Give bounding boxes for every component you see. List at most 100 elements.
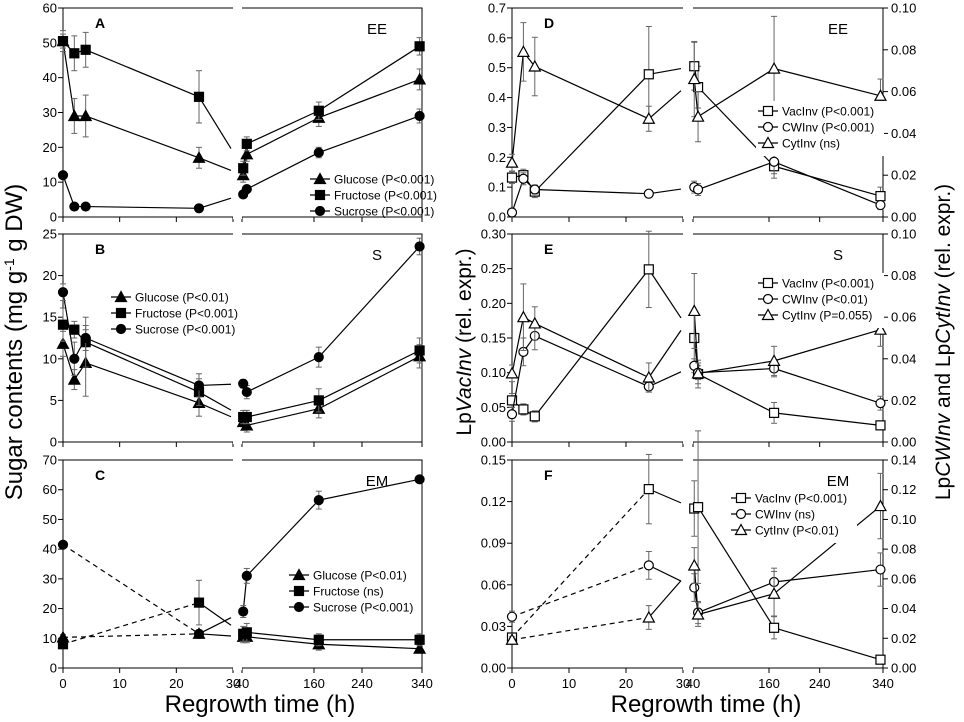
y-tick-label: 0.6: [488, 30, 506, 45]
series-line: [246, 636, 319, 645]
x-tick-label: 10: [112, 676, 126, 691]
data-point: [643, 484, 654, 495]
data-point: [238, 163, 249, 174]
series-line: [198, 402, 232, 418]
data-point: [313, 634, 324, 645]
data-point: [414, 41, 425, 52]
y2-tick-label: 0.04: [891, 601, 916, 616]
series-line: [511, 564, 650, 618]
series-line: [246, 356, 320, 393]
series-line: [85, 49, 200, 98]
x-tick-label: 340: [411, 676, 433, 691]
legend-label: Sucrose (P<0.001): [135, 323, 235, 337]
series-line: [198, 157, 232, 171]
series-line: [318, 115, 420, 154]
y-tick-label: 0.20: [481, 296, 506, 311]
series-line: [246, 631, 319, 641]
data-point: [516, 310, 530, 323]
y-tick-label: 0.06: [481, 577, 506, 592]
x-tick-label: 240: [351, 676, 373, 691]
y-tick-label: 0: [50, 435, 57, 450]
series-line: [85, 362, 200, 404]
y-tick-label: 20: [43, 601, 57, 616]
panel-tag: EE: [828, 21, 848, 38]
y2-tick-label: 0.08: [891, 542, 916, 557]
y2-tick-label: 0.14: [891, 453, 916, 468]
series-line: [693, 565, 699, 615]
legend-label: CWInv (P<0.01): [782, 293, 868, 307]
data-point: [875, 420, 886, 431]
series-line: [198, 602, 232, 626]
series-line: [773, 329, 881, 362]
legend-label: VacInv (P<0.001): [755, 492, 847, 506]
data-point: [687, 72, 701, 85]
data-point: [642, 112, 656, 124]
data-point: [69, 353, 80, 364]
data-point: [642, 610, 656, 623]
series-line: [693, 78, 699, 117]
legend-marker: [762, 293, 774, 305]
axis-break-bottom: [683, 440, 693, 444]
series-line: [697, 161, 775, 191]
data-point: [505, 366, 519, 379]
y-tick-label: 0.15: [481, 453, 506, 468]
data-point: [193, 91, 205, 102]
legend: Glucose (P<0.01) Fructose (P<0.001) Sucros…: [111, 290, 238, 337]
y-tick-label: 0.00: [481, 661, 506, 676]
y-tick-label: 0.25: [481, 261, 506, 276]
legend-marker: [762, 121, 774, 133]
data-point: [643, 188, 654, 199]
data-point: [193, 380, 205, 391]
data-point: [875, 199, 886, 211]
legend-label: Fructose (P<0.001): [334, 189, 437, 203]
panel-tag: EE: [367, 21, 387, 38]
series-line: [318, 478, 420, 501]
data-point: [241, 386, 252, 398]
legend-marker: [115, 307, 127, 319]
y-tick-label: 40: [43, 70, 57, 85]
series-line: [246, 399, 319, 418]
y-tick-label: 0.00: [481, 435, 506, 450]
y-tick-label: 0.7: [488, 1, 506, 16]
y2-tick-label: 0.04: [891, 126, 916, 141]
series-line: [242, 575, 248, 612]
data-point: [57, 287, 69, 298]
legend-label: VacInv (P<0.001): [782, 105, 874, 119]
axis-break-bottom: [233, 666, 242, 670]
series-line: [318, 45, 420, 112]
y-tick-label: 0: [50, 210, 57, 225]
data-point: [873, 499, 887, 512]
legend-marker: [114, 290, 128, 303]
series-cytinv: [505, 472, 887, 645]
x-tick-label: 40: [686, 676, 700, 691]
series-line: [773, 68, 881, 97]
data-point: [240, 147, 254, 160]
data-point: [57, 35, 69, 47]
data-point: [313, 147, 324, 158]
legend-label: CWInv (ns): [755, 508, 815, 522]
data-point: [873, 322, 887, 335]
legend: Glucose (P<0.01) Fructose (ns) Sucrose (P<…: [289, 568, 413, 615]
data-point: [506, 395, 518, 406]
legend-background: [756, 101, 884, 156]
data-point: [192, 151, 206, 163]
series-line: [698, 367, 775, 374]
series-line: [62, 41, 75, 117]
series-line: [648, 371, 682, 388]
series-sucrose: [57, 237, 425, 400]
y-tick-label: 0.3: [488, 120, 506, 135]
y-tick-label: 20: [43, 140, 57, 155]
y-tick-label: 70: [43, 453, 57, 468]
axis-break-top: [683, 458, 693, 462]
data-point: [691, 109, 705, 122]
series-line: [773, 161, 881, 206]
legend-marker: [314, 205, 326, 217]
data-point: [768, 407, 780, 418]
y-tick-label: 0: [50, 661, 57, 676]
series-line: [85, 205, 200, 209]
data-point: [506, 611, 518, 622]
legend-marker: [761, 136, 775, 149]
y-tick-label: 0.09: [481, 536, 506, 551]
data-point: [414, 634, 425, 645]
